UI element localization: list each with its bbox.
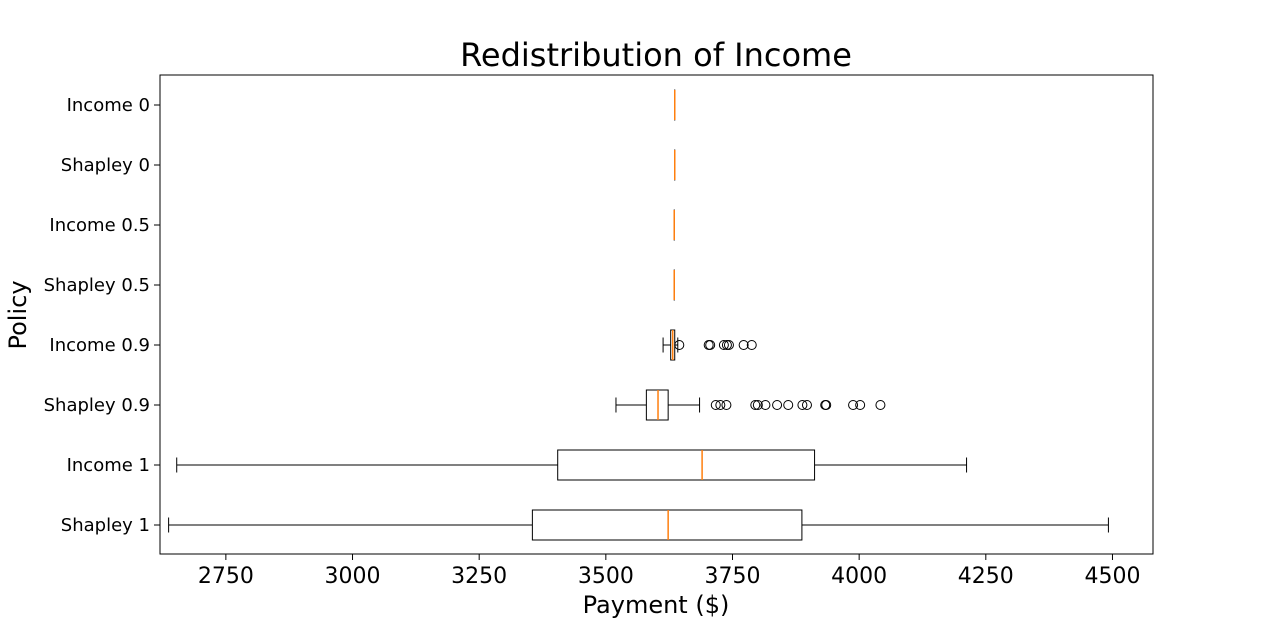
outlier-point [801, 400, 812, 410]
y-tick-label: Shapley 1 [61, 515, 150, 536]
outlier-point [715, 400, 726, 410]
x-tick-label: 3500 [578, 564, 634, 589]
outlier-point [821, 400, 832, 410]
outlier-point [750, 400, 761, 410]
y-tick-label: Income 1 [67, 455, 150, 476]
x-tick-label: 4250 [958, 564, 1014, 589]
y-tick-label: Income 0.9 [49, 335, 150, 356]
boxes-layer [168, 89, 1109, 541]
box-iqr [645, 389, 669, 421]
box-iqr [557, 449, 816, 481]
y-axis-label: Policy [4, 280, 32, 349]
x-tick-label: 4000 [831, 564, 887, 589]
outlier-point [848, 400, 859, 410]
outlier-point [705, 340, 716, 350]
outlier-point [723, 340, 734, 350]
x-axis-label: Payment ($) [583, 591, 730, 619]
outlier-point [855, 400, 866, 410]
box-group [176, 449, 968, 481]
outlier-point [783, 400, 794, 410]
box-iqr [531, 509, 803, 541]
outlier-point [738, 340, 749, 350]
outlier-point [875, 400, 886, 410]
box-group [615, 389, 886, 421]
box-group [662, 329, 757, 361]
outlier-point [772, 400, 783, 410]
outlier-point [746, 340, 757, 350]
outlier-point [718, 340, 729, 350]
x-axis-ticks: 2750 3000 3250 3500 3750 4000 4250 4500 [198, 554, 1140, 589]
box-group [168, 509, 1109, 541]
x-tick-label: 4500 [1084, 564, 1140, 589]
y-tick-label: Shapley 0.5 [44, 275, 150, 296]
x-tick-label: 3750 [704, 564, 760, 589]
outlier-point [797, 400, 808, 410]
x-tick-label: 3000 [325, 564, 381, 589]
outlier-point [752, 400, 763, 410]
y-tick-label: Shapley 0.9 [44, 395, 150, 416]
outlier-point [674, 340, 685, 350]
y-axis-ticks: Income 0 Shapley 0 Income 0.5 Shapley 0.5 In… [44, 95, 160, 536]
y-tick-label: Income 0 [67, 95, 150, 116]
outlier-point [760, 400, 771, 410]
outlier-point [721, 400, 732, 410]
y-tick-label: Income 0.5 [49, 215, 150, 236]
plot-area [159, 74, 1154, 555]
chart-title: Redistribution of Income [460, 36, 852, 74]
y-tick-label: Shapley 0 [61, 155, 150, 176]
x-tick-label: 3250 [451, 564, 507, 589]
x-tick-label: 2750 [198, 564, 254, 589]
outlier-point [710, 400, 721, 410]
